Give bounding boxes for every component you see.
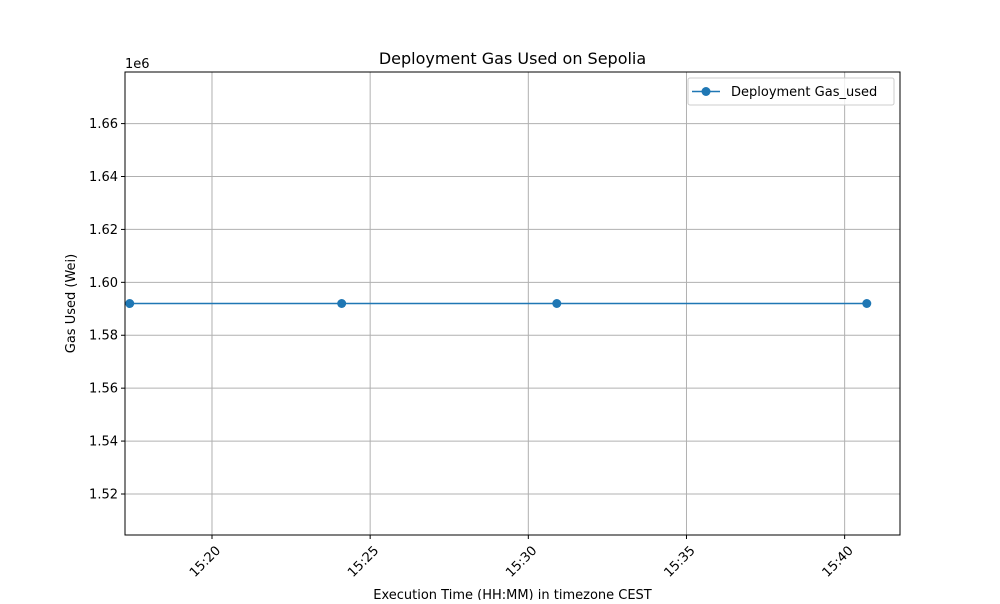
y-tick-label: 1.58 [89,329,118,344]
legend-box [687,77,895,106]
legend-label: Deployment Gas_used [731,85,877,100]
y-tick-label: 1.54 [89,435,118,450]
y-tick-label: 1.56 [89,382,118,397]
data-point [862,299,872,308]
data-point [125,299,135,308]
y-axis-label: Gas Used (Wei) [64,254,79,353]
plot-frame [124,71,901,536]
legend-marker [701,87,711,96]
y-tick-label: 1.62 [89,223,118,238]
y-tick-label: 1.52 [89,487,118,502]
x-axis-label: Execution Time (HH:MM) in timezone CEST [373,588,652,600]
data-point [337,299,347,308]
y-tick-label: 1.66 [89,117,118,132]
chart-title: Deployment Gas Used on Sepolia [379,49,646,68]
legend: Deployment Gas_used [687,77,895,106]
data-point [552,299,562,308]
y-tick-label: 1.60 [89,276,118,291]
y-tick-label: 1.64 [89,170,118,185]
y-offset-label: 1e6 [125,57,150,72]
